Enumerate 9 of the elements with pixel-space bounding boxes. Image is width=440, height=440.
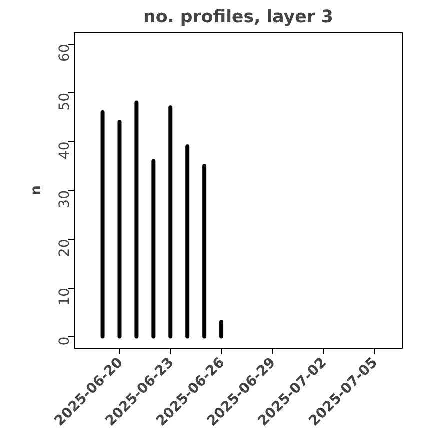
y-tick-label: 60 (57, 44, 73, 62)
y-tick-label: 20 (57, 239, 73, 258)
y-axis-title: n (28, 186, 44, 196)
y-tick-label: 30 (57, 190, 73, 208)
y-tick-label: 0 (57, 336, 73, 346)
y-tick-label: 50 (57, 92, 73, 111)
chart-title: no. profiles, layer 3 (144, 8, 334, 28)
y-tick-label: 10 (57, 288, 73, 306)
y-tick-label: 40 (57, 142, 73, 160)
